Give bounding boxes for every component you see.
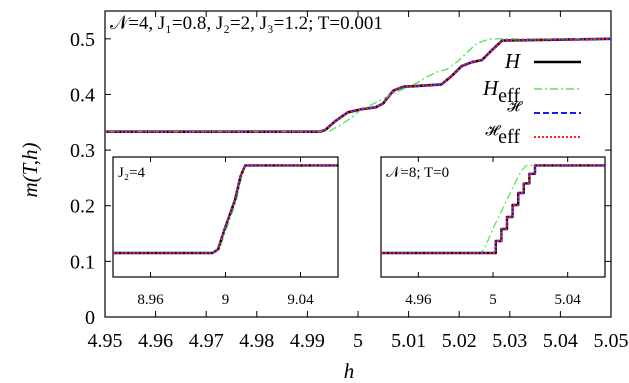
x-tick-label: 5.02 bbox=[442, 330, 477, 352]
series-line-xx bbox=[381, 164, 605, 254]
legend-label: Heff bbox=[482, 76, 520, 107]
y-tick-label: 0.4 bbox=[70, 84, 95, 106]
inset-x-tick-label: 5.04 bbox=[555, 292, 582, 308]
legend-label: H bbox=[504, 49, 522, 73]
series-line-h bbox=[105, 37, 612, 133]
inset-right-annotation: 𝒩=8; T=0 bbox=[386, 165, 449, 181]
x-tick-label: 4.95 bbox=[88, 330, 123, 352]
y-axis-label: m(T,h) bbox=[18, 142, 42, 197]
inset-left-frame bbox=[112, 156, 339, 278]
main-series-group bbox=[105, 37, 612, 133]
y-tick-label: 0.5 bbox=[70, 29, 95, 51]
inset-right-series-group bbox=[381, 164, 605, 255]
legend-item: Heff bbox=[482, 76, 581, 107]
legend-item: 𝓗eff bbox=[486, 124, 581, 148]
x-tick-label: 4.98 bbox=[239, 330, 274, 352]
inset-left-ticks: 8.96 9 9.04 bbox=[137, 157, 314, 308]
x-tick-label: 5 bbox=[353, 330, 363, 352]
y-tick-label: 0 bbox=[85, 307, 95, 329]
x-tick-label: 5.03 bbox=[492, 330, 527, 352]
inset-x-tick-label: 4.96 bbox=[405, 292, 432, 308]
x-tick-label: 4.96 bbox=[138, 330, 173, 352]
main-axis-ticks: 4.95 4.96 4.97 4.98 4.99 5 5.01 5.02 5.03 5.04 5.0… bbox=[70, 11, 629, 352]
x-tick-label: 5.05 bbox=[594, 330, 629, 352]
x-axis-label: h bbox=[344, 359, 355, 383]
legend-item: H bbox=[504, 49, 581, 73]
y-tick-label: 0.1 bbox=[70, 251, 95, 273]
x-tick-label: 4.99 bbox=[290, 330, 325, 352]
inset-x-tick-label: 5 bbox=[489, 292, 497, 308]
series-line-h_eff bbox=[105, 38, 611, 133]
inset-x-tick-label: 9.04 bbox=[287, 292, 314, 308]
inset-right-ticks: 4.96 5 5.04 bbox=[405, 157, 581, 308]
x-tick-label: 4.97 bbox=[189, 330, 224, 352]
x-tick-label: 5.01 bbox=[391, 330, 426, 352]
inset-x-tick-label: 9 bbox=[222, 292, 230, 308]
y-tick-label: 0.3 bbox=[70, 140, 95, 162]
inset-left-series-group bbox=[113, 164, 338, 255]
inset-left-annotation: J₂=4 bbox=[118, 165, 146, 181]
inset-x-tick-label: 8.96 bbox=[137, 292, 164, 308]
legend-item: 𝓗 bbox=[507, 100, 581, 115]
series-line-xx bbox=[105, 37, 612, 133]
y-tick-label: 0.2 bbox=[70, 196, 95, 218]
series-line-xx_eff bbox=[105, 37, 612, 133]
legend-label: 𝓗eff bbox=[486, 124, 521, 148]
main-annotation: 𝒩=4, J₁=0.8, J₂=2, J₃=1.2; T=0.001 bbox=[110, 13, 383, 34]
x-tick-label: 5.04 bbox=[543, 330, 578, 352]
legend-label: 𝓗 bbox=[507, 100, 523, 115]
series-line-xx_eff bbox=[113, 164, 338, 254]
series-line-h_eff bbox=[381, 164, 605, 254]
inset-right-frame bbox=[380, 156, 606, 278]
